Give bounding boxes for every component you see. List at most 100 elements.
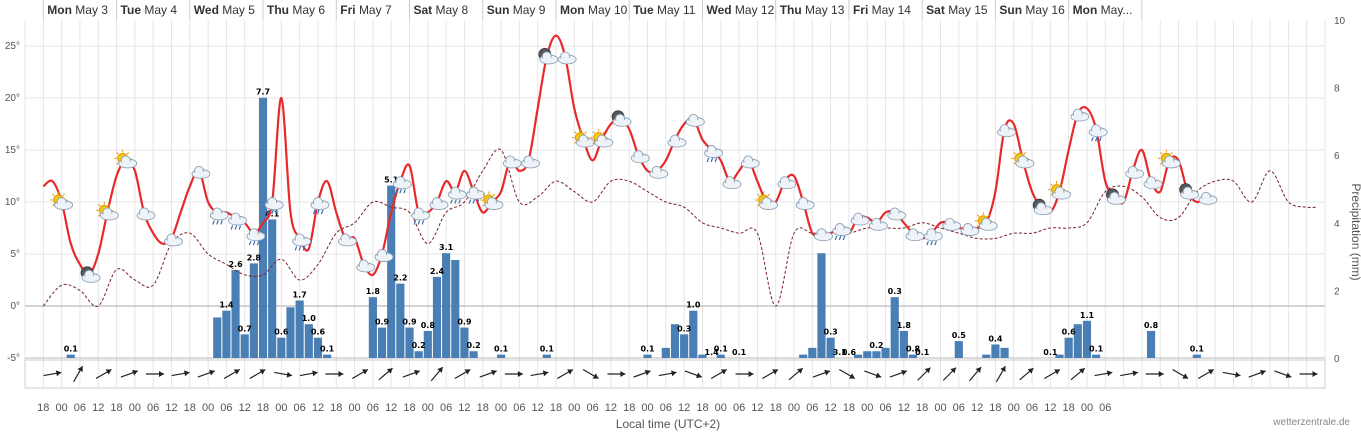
wind-arrow-icon [1248, 369, 1266, 378]
precip-bar [323, 354, 332, 358]
wind-head [1158, 371, 1164, 377]
cloud-fill [998, 130, 1015, 137]
cloud-fill [888, 213, 905, 220]
sun-ray [1013, 162, 1016, 165]
wind-head [362, 369, 368, 375]
cloud-fill [394, 182, 411, 189]
cloud-fill [1199, 197, 1216, 204]
cloud-icon [997, 124, 1017, 138]
wind-arrow-icon [995, 365, 1006, 383]
precip-value-label: 0.1 [1043, 348, 1058, 357]
rain-drop [710, 157, 714, 163]
cloud-fill [1071, 114, 1088, 121]
wind-band [24, 359, 1326, 389]
wind-arrow-icon [735, 371, 754, 377]
sun-ray [116, 162, 119, 165]
day-label: Mon May 3 [47, 3, 108, 17]
cloud-icon [868, 217, 888, 231]
wind-arrow-icon [402, 369, 421, 378]
precip-tick: 8 [1334, 84, 1340, 95]
precip-value-label: 2.4 [430, 267, 445, 276]
cloud-icon [136, 207, 156, 221]
cloud-fill [778, 182, 795, 189]
sun-cloud-icon [974, 212, 998, 231]
wind-arrow-icon [530, 370, 549, 377]
rain-drop [248, 240, 252, 246]
hour-tick: 18 [550, 402, 562, 414]
sun-cloud-icon [50, 191, 74, 210]
rain-drop [256, 240, 260, 246]
cloud-fill [430, 203, 447, 209]
hour-tick: 00 [495, 402, 507, 414]
precip-bar [249, 263, 258, 358]
cloud-fill [412, 213, 429, 220]
cloud-icon [887, 207, 907, 221]
precip-value-label: 0.3 [824, 328, 838, 337]
wind-head [437, 367, 443, 373]
wind-head [1207, 369, 1214, 375]
precip-bar [1082, 320, 1092, 358]
hour-tick: 06 [953, 402, 965, 414]
wind-head [414, 369, 420, 376]
cloud-icon [374, 249, 394, 262]
rain-drop [706, 157, 710, 163]
night-icon [1179, 183, 1200, 200]
sun-ray [126, 152, 130, 155]
rain-drop [458, 199, 461, 204]
cloud-icon [740, 155, 760, 169]
precip-value-label: 1.7 [293, 291, 307, 300]
wind-head [105, 369, 112, 375]
precip-bar [826, 337, 835, 358]
sun-cloud-icon [1157, 149, 1181, 169]
temp-tick: -5° [7, 353, 20, 364]
cloud-fill [1090, 130, 1107, 137]
precip-bar [268, 219, 277, 358]
wind-head [620, 371, 626, 377]
wind-head [950, 367, 957, 374]
day-label: Mon May 10 [560, 3, 628, 17]
cloud-icon [960, 223, 980, 236]
precip-bar [231, 270, 240, 358]
wind-arrow-icon [299, 370, 318, 377]
precip-value-label: 2.6 [228, 260, 243, 269]
temp-tick: 25° [5, 41, 20, 52]
cloud-fill [1053, 192, 1070, 199]
hour-tick: 18 [770, 402, 782, 414]
hour-tick: 00 [641, 402, 653, 414]
day-label: Sun May 9 [487, 3, 546, 17]
rain-drop [476, 199, 480, 204]
wind-arrow-icon [557, 368, 574, 380]
wind-arrow-icon [1172, 368, 1189, 380]
hour-tick: 00 [568, 402, 580, 414]
precip-bar [542, 354, 551, 358]
weekday: Tue [633, 3, 657, 17]
precip-value-label: 4.1 [265, 209, 280, 218]
precip-bar [698, 354, 707, 358]
rain-drop [468, 199, 472, 204]
wind-arrow-icon [120, 369, 139, 378]
wind-head [671, 370, 677, 377]
rain-drop [1099, 136, 1102, 142]
cloud-icon [630, 150, 650, 164]
precip-bar [799, 354, 808, 358]
date: May 8 [436, 3, 469, 17]
precip-bar [304, 324, 313, 358]
hour-tick: 12 [532, 402, 544, 414]
date: May 4 [144, 3, 177, 17]
wind-head [1078, 368, 1085, 374]
hour-tick: 06 [147, 402, 159, 414]
wind-arrow-icon [917, 367, 931, 381]
wind-head [720, 369, 727, 375]
wind-head [209, 369, 215, 376]
precip-value-label: 0.6 [842, 348, 857, 357]
hour-tick: 06 [1026, 402, 1038, 414]
cloud-fill [229, 218, 246, 225]
wind-head [233, 369, 240, 375]
cloud-icon [685, 113, 705, 127]
cloud-icon [337, 233, 357, 247]
cloud-fill [632, 156, 649, 163]
day-label: Sun May 16 [999, 3, 1065, 17]
cloud-icon [1070, 108, 1090, 122]
hour-tick: 18 [403, 402, 415, 414]
cloud-fill [760, 203, 777, 209]
